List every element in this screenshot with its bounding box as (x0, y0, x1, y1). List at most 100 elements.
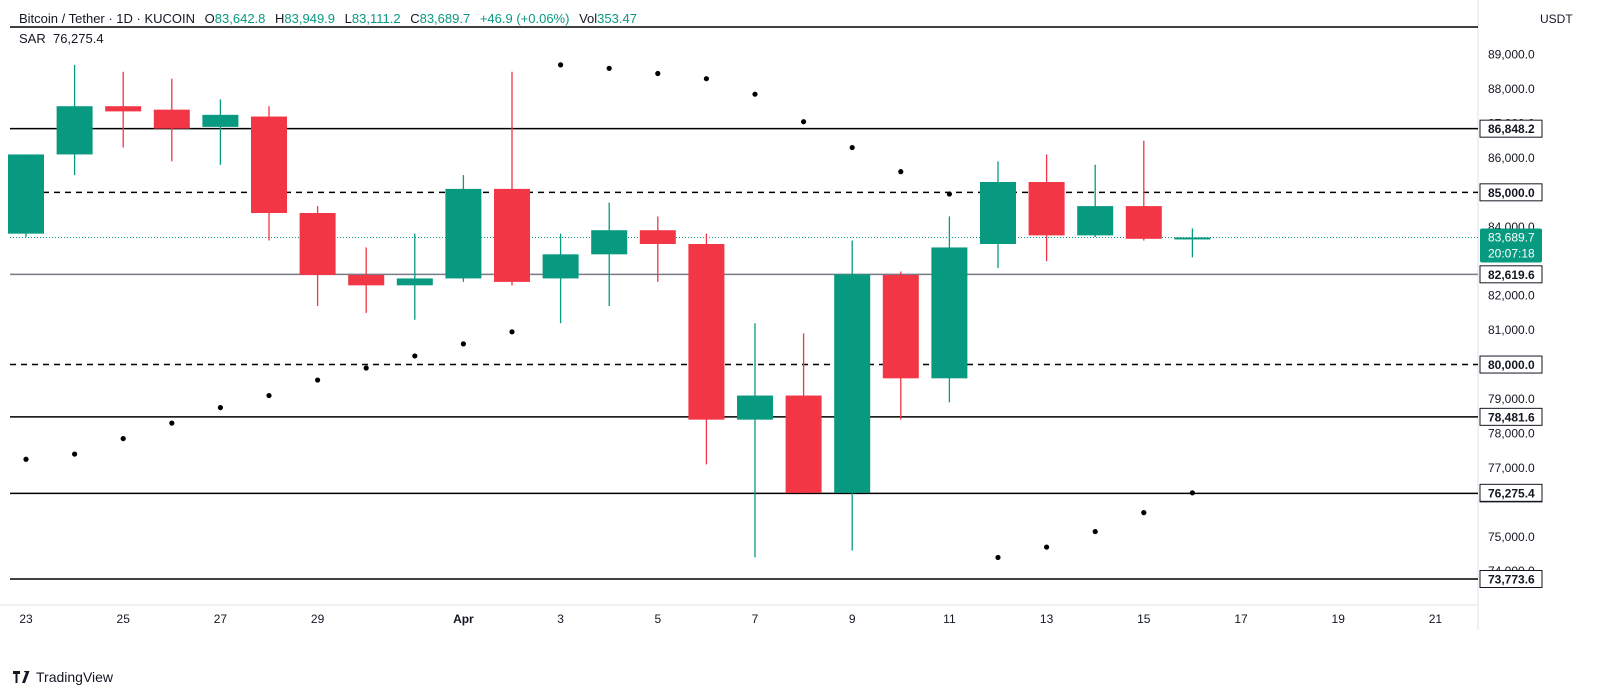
candle-body (639, 230, 676, 244)
candle[interactable] (834, 240, 871, 551)
candle[interactable] (153, 78, 190, 162)
candle[interactable] (8, 154, 44, 238)
candle[interactable] (785, 333, 822, 493)
candle-body (396, 278, 433, 286)
sar-dot (72, 451, 78, 457)
time-tick-label: 21 (1429, 612, 1443, 626)
candle-body (591, 230, 628, 255)
candle[interactable] (1028, 154, 1065, 262)
time-tick-label: 9 (849, 612, 856, 626)
candle[interactable] (299, 206, 336, 306)
open-value: 83,642.8 (214, 11, 266, 26)
sar-dot (266, 392, 272, 399)
time-tick-label: 5 (654, 612, 661, 626)
price-tick-label: 81,000.0 (1488, 323, 1535, 337)
candle[interactable] (1174, 228, 1211, 258)
level-price-tag (1479, 183, 1543, 202)
candle-body (56, 106, 93, 155)
level-price-label: 73,773.6 (1488, 573, 1535, 587)
candle[interactable] (737, 323, 773, 558)
tradingview-brand[interactable]: TradingView (13, 669, 113, 685)
sar-label: SAR (19, 31, 46, 46)
price-tick-label: 89,000.0 (1488, 48, 1535, 62)
price-tick-label: 88,000.0 (1488, 82, 1535, 96)
sar-dot (363, 365, 369, 371)
candle[interactable] (494, 71, 530, 286)
volume-label: Vol (579, 11, 598, 26)
sar-dot (703, 76, 710, 82)
ohlc-legend: Bitcoin / Tether · 1D · KUCOIN O83,642.8… (19, 11, 637, 26)
sar-dot (120, 435, 126, 442)
sar-dot (946, 191, 953, 197)
candle-body (1077, 206, 1114, 236)
price-tick-label: 75,000.0 (1488, 530, 1535, 544)
symbol-title[interactable]: Bitcoin / Tether · 1D · KUCOIN (19, 11, 196, 26)
low-label: L (344, 11, 352, 26)
brand-name: TradingView (36, 669, 114, 685)
sar-dot (801, 119, 807, 125)
time-tick-label: 25 (117, 612, 131, 626)
candle[interactable] (688, 233, 725, 465)
candle[interactable] (591, 202, 628, 306)
sar-dot (1044, 544, 1050, 550)
price-tick-label: 86,000.0 (1488, 151, 1535, 165)
time-tick-label: Apr (453, 612, 474, 626)
candle[interactable] (542, 233, 579, 324)
candle[interactable] (56, 64, 93, 176)
time-tick-label: 19 (1332, 612, 1346, 626)
sar-dot (169, 420, 175, 426)
candle[interactable] (980, 161, 1016, 269)
candle-body (1028, 181, 1065, 236)
candle[interactable] (105, 71, 142, 148)
level-price-label: 80,000.0 (1488, 358, 1535, 372)
time-tick-label: 11 (943, 612, 956, 626)
price-tick-label: 77,000.0 (1488, 461, 1535, 475)
candle-body (834, 274, 871, 493)
sar-dot (606, 65, 612, 71)
candle[interactable] (931, 216, 968, 403)
candle-body (785, 395, 822, 493)
time-tick-label: 15 (1137, 612, 1151, 626)
candle[interactable] (348, 247, 385, 313)
tradingview-logo-icon (13, 671, 30, 683)
candle[interactable] (1125, 140, 1162, 241)
candle[interactable] (639, 216, 676, 282)
sar-dot (315, 377, 321, 383)
last-price-tag (1480, 228, 1542, 263)
time-tick-label: 27 (214, 612, 228, 626)
sar-dot (412, 353, 418, 359)
price-axis[interactable]: 74,000.075,000.077,000.078,000.079,000.0… (1479, 48, 1543, 588)
open-label: O (204, 11, 215, 26)
sar-dot (655, 70, 661, 77)
candle[interactable] (202, 99, 239, 165)
level-price-label: 85,000.0 (1488, 186, 1535, 200)
candle-body (445, 188, 482, 279)
candle[interactable] (445, 175, 482, 282)
candle[interactable] (1077, 164, 1114, 238)
candle-body (8, 154, 44, 234)
candle-body (202, 114, 239, 127)
candle-body (542, 254, 579, 279)
candle[interactable] (882, 271, 919, 420)
sar-value: 76,275.4 (52, 31, 104, 46)
sar-dot (1189, 490, 1195, 496)
currency-label[interactable]: USDT (1540, 12, 1573, 26)
candle-body (1125, 206, 1162, 239)
price-tick-label: 78,000.0 (1488, 426, 1535, 440)
low-value: 83,111.2 (351, 11, 401, 26)
time-axis[interactable]: 23 25 27 29 Apr 3 5 7 9 11 13 15 17 19 21 (19, 612, 1442, 626)
candle-body (153, 109, 190, 129)
time-tick-label: 17 (1234, 612, 1248, 626)
time-tick-label: 7 (752, 612, 759, 626)
price-tick-label: 79,000.0 (1488, 392, 1535, 406)
level-price-tag (1479, 407, 1543, 426)
candle[interactable] (396, 233, 433, 320)
sar-legend[interactable]: SAR 76,275.4 (19, 31, 104, 46)
time-tick-label: 13 (1040, 612, 1054, 626)
level-price-tag (1479, 570, 1543, 588)
candle[interactable] (251, 106, 287, 241)
volume-value: 353.47 (597, 11, 637, 26)
level-price-tag (1479, 265, 1543, 284)
sar-dot (558, 62, 564, 68)
